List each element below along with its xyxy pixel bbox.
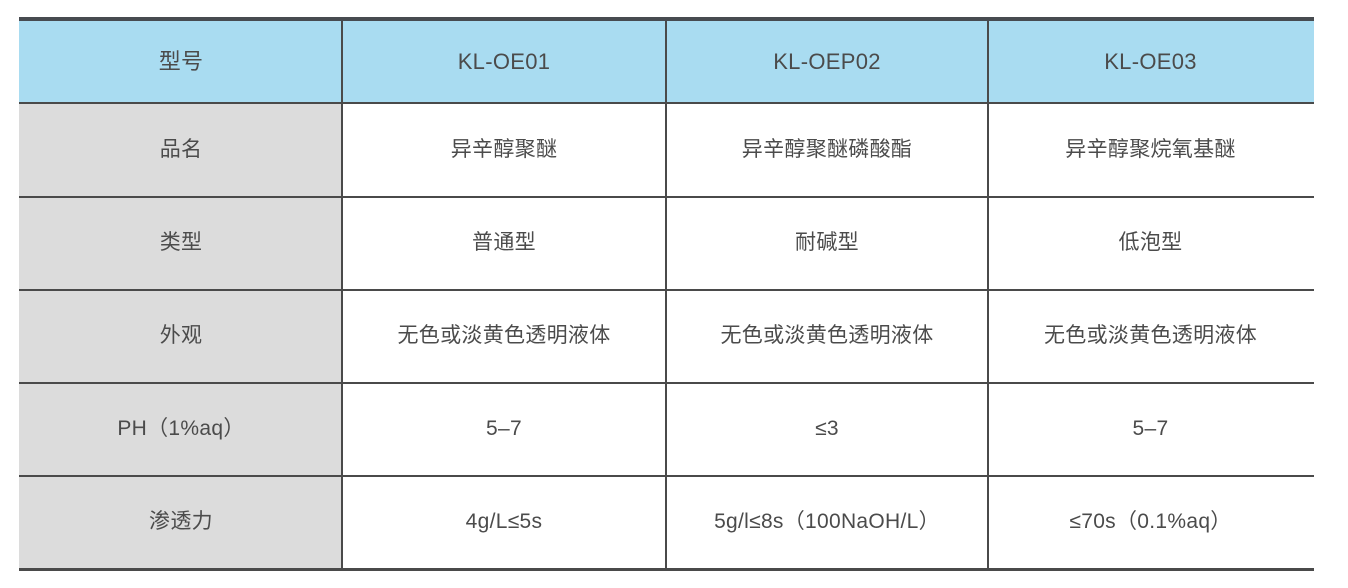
header-model-1-text: KL-OE01 <box>457 48 551 74</box>
row-label-product-name: 品名 <box>19 102 343 198</box>
cell-text: 异辛醇聚烷氧基醚 <box>1065 137 1236 161</box>
row-label-text: 渗透力 <box>149 510 213 534</box>
table-cell: 异辛醇聚醚 <box>341 102 667 198</box>
header-cell-model-3: KL-OE03 <box>987 17 1314 104</box>
table-row: 渗透力 4g/L≤5s 5g/l≤8s（100NaOH/L） ≤70s（0.1%… <box>19 475 1314 571</box>
cell-text: 异辛醇聚醚磷酸酯 <box>741 137 913 161</box>
header-row-label-text: 型号 <box>158 48 204 74</box>
row-label-text: PH（1%aq） <box>117 417 245 441</box>
cell-text: 低泡型 <box>1118 231 1183 255</box>
table-cell: 异辛醇聚烷氧基醚 <box>987 102 1314 198</box>
product-specification-table: 型号 KL-OE01 KL-OEP02 KL-OE03 品名 异辛醇 <box>19 17 1314 571</box>
cell-text: 4g/L≤5s <box>465 510 543 534</box>
table-row: 品名 异辛醇聚醚 异辛醇聚醚磷酸酯 异辛醇聚烷氧基醚 <box>19 102 1314 198</box>
table-cell: 普通型 <box>341 196 667 291</box>
row-label-text: 外观 <box>159 324 203 348</box>
cell-text: 耐碱型 <box>795 231 859 255</box>
header-cell-model-1: KL-OE01 <box>341 17 667 104</box>
header-cell-row-label: 型号 <box>19 17 343 104</box>
table-cell: 无色或淡黄色透明液体 <box>987 289 1314 384</box>
cell-text: ≤3 <box>815 417 839 441</box>
table-cell: ≤3 <box>665 382 989 477</box>
table-cell: 无色或淡黄色透明液体 <box>665 289 989 384</box>
header-row: 型号 KL-OE01 KL-OEP02 KL-OE03 <box>19 17 1314 104</box>
table-cell: 5–7 <box>987 382 1314 477</box>
header-model-3-text: KL-OE03 <box>1104 48 1197 74</box>
table-cell: 4g/L≤5s <box>341 475 667 571</box>
table-row: 外观 无色或淡黄色透明液体 无色或淡黄色透明液体 无色或淡黄色透明液体 <box>19 289 1314 384</box>
table-cell: 5–7 <box>341 382 667 477</box>
row-label-ph: PH（1%aq） <box>19 382 343 477</box>
row-label-penetration: 渗透力 <box>19 475 343 571</box>
table-body: 品名 异辛醇聚醚 异辛醇聚醚磷酸酯 异辛醇聚烷氧基醚 类型 普通型 <box>19 102 1314 571</box>
table-cell: ≤70s（0.1%aq） <box>987 475 1314 571</box>
row-label-text: 品名 <box>159 137 203 161</box>
row-label-text: 类型 <box>159 231 203 255</box>
header-model-2-text: KL-OEP02 <box>773 48 881 74</box>
cell-text: 无色或淡黄色透明液体 <box>1044 324 1257 348</box>
cell-text: 5–7 <box>486 417 522 441</box>
table-cell: 异辛醇聚醚磷酸酯 <box>665 102 989 198</box>
cell-text: 5g/l≤8s（100NaOH/L） <box>714 510 940 534</box>
table-cell: 5g/l≤8s（100NaOH/L） <box>665 475 989 571</box>
row-label-appearance: 外观 <box>19 289 343 384</box>
table-cell: 低泡型 <box>987 196 1314 291</box>
cell-text: 无色或淡黄色透明液体 <box>720 324 934 348</box>
cell-text: ≤70s（0.1%aq） <box>1069 510 1232 534</box>
row-label-type: 类型 <box>19 196 343 291</box>
cell-text: 异辛醇聚醚 <box>450 137 558 161</box>
table-row: 类型 普通型 耐碱型 低泡型 <box>19 196 1314 291</box>
table-cell: 无色或淡黄色透明液体 <box>341 289 667 384</box>
cell-text: 普通型 <box>472 231 536 255</box>
table-row: PH（1%aq） 5–7 ≤3 5–7 <box>19 382 1314 477</box>
cell-text: 5–7 <box>1132 417 1169 441</box>
header-cell-model-2: KL-OEP02 <box>665 17 989 104</box>
table-header: 型号 KL-OE01 KL-OEP02 KL-OE03 <box>19 17 1314 104</box>
table-cell: 耐碱型 <box>665 196 989 291</box>
cell-text: 无色或淡黄色透明液体 <box>397 324 611 348</box>
